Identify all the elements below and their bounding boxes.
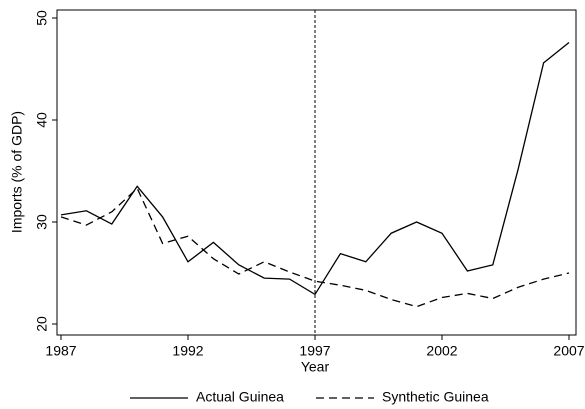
x-tick-label: 1997 xyxy=(299,343,330,359)
y-tick-label: 30 xyxy=(34,214,50,230)
legend-label: Synthetic Guinea xyxy=(382,389,489,405)
x-axis-label: Year xyxy=(301,359,330,375)
x-tick-label: 2002 xyxy=(426,343,457,359)
y-tick-label: 50 xyxy=(34,10,50,26)
x-tick-label: 2007 xyxy=(553,343,584,359)
y-axis-label: Imports (% of GDP) xyxy=(9,111,25,233)
x-tick-label: 1987 xyxy=(45,343,76,359)
series-line xyxy=(60,187,570,308)
y-tick-label: 20 xyxy=(34,316,50,332)
x-tick-label: 1992 xyxy=(172,343,203,359)
series-line xyxy=(60,41,570,296)
y-tick-label: 40 xyxy=(34,112,50,128)
legend-label: Actual Guinea xyxy=(196,389,284,405)
plot-frame xyxy=(56,9,577,336)
